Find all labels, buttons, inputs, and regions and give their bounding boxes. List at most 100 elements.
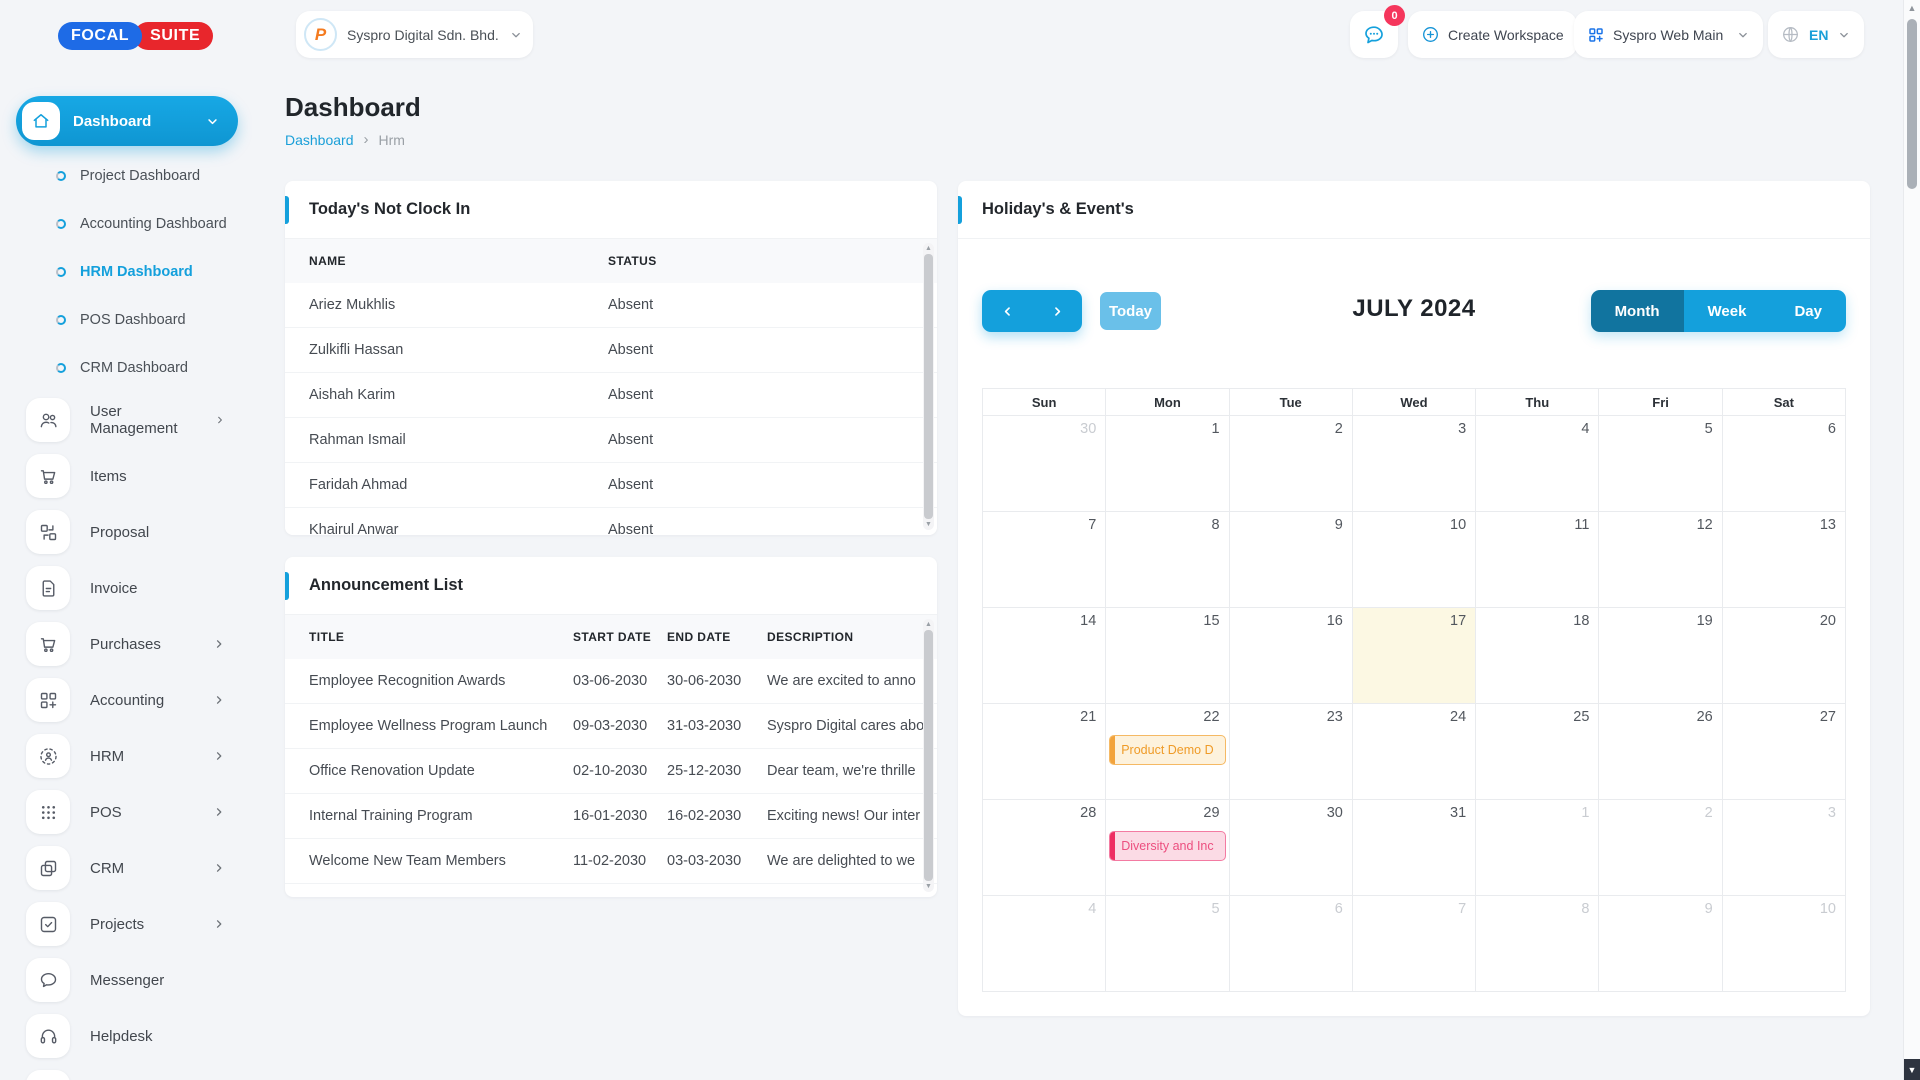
calendar-day-cell[interactable]: 7 [1352, 896, 1477, 992]
calendar-day-cell[interactable]: 29 Diversity and Inc [1106, 800, 1230, 896]
calendar-month-label: JULY 2024 [1352, 295, 1476, 322]
page-scrollbar[interactable]: ▲ ▼ [1903, 0, 1920, 1080]
sidebar-item-project-dashboard[interactable]: Project Dashboard [0, 152, 252, 200]
calendar-day-cell[interactable]: 28 [983, 800, 1107, 896]
calendar-day-cell[interactable]: 23 [1229, 704, 1353, 800]
calendar-day-cell[interactable]: 25 [1476, 704, 1600, 800]
sidebar-item-dashboard[interactable]: Dashboard [16, 96, 238, 146]
calendar-day-cell[interactable]: 24 [1352, 704, 1477, 800]
calendar-day-cell[interactable]: 5 [1106, 896, 1230, 992]
view-month-button[interactable]: Month [1590, 290, 1684, 332]
today-button[interactable]: Today [1100, 292, 1161, 330]
calendar-day-cell[interactable]: 2 [1599, 800, 1723, 896]
calendar-day-cell[interactable]: 1 [1476, 800, 1600, 896]
sidebar-dashboard-label: Dashboard [73, 112, 152, 130]
scrollbar-thumb[interactable] [924, 254, 933, 519]
sidebar-item-label: Invoice [90, 579, 138, 597]
calendar-day-cell[interactable]: 10 [1352, 512, 1477, 608]
calendar-day-cell[interactable]: 14 [983, 608, 1107, 704]
day-number: 12 [1696, 517, 1713, 533]
calendar-day-cell[interactable]: 6 [1229, 896, 1353, 992]
breadcrumb-link-dashboard[interactable]: Dashboard [285, 131, 354, 148]
sidebar-item-items[interactable]: Items [0, 448, 252, 504]
status-value: Absent [608, 522, 654, 535]
calendar-day-cell[interactable]: 15 [1106, 608, 1230, 704]
next-month-button[interactable] [1032, 290, 1082, 332]
calendar-day-cell[interactable]: 22 Product Demo D [1106, 704, 1230, 800]
calendar-day-cell[interactable]: 8 [1106, 512, 1230, 608]
sidebar-item-messenger[interactable]: Messenger [0, 952, 252, 1008]
sidebar-item-accounting-dashboard[interactable]: Accounting Dashboard [0, 200, 252, 248]
table-scrollbar[interactable]: ▲ ▼ [923, 619, 934, 892]
calendar-day-cell[interactable]: 21 [983, 704, 1107, 800]
calendar-day-cell[interactable]: 31 [1352, 800, 1477, 896]
calendar-day-cell[interactable]: 11 [1476, 512, 1600, 608]
calendar-day-cell[interactable]: 4 [983, 896, 1107, 992]
sidebar-item-pos-dashboard[interactable]: POS Dashboard [0, 296, 252, 344]
sidebar-item-crm[interactable]: CRM [0, 840, 252, 896]
sidebar-item-pos[interactable]: POS [0, 784, 252, 840]
sidebar-item-proposal[interactable]: Proposal [0, 504, 252, 560]
calendar-day-cell[interactable]: 9 [1229, 512, 1353, 608]
sidebar-item-accounting[interactable]: Accounting [0, 672, 252, 728]
sidebar-item-invoice[interactable]: Invoice [0, 560, 252, 616]
announcement-description: We are excited to anno [767, 673, 916, 689]
calendar-day-cell[interactable]: 19 [1599, 608, 1723, 704]
day-number: 10 [1450, 517, 1467, 533]
chevron-right-icon [216, 752, 222, 760]
sidebar-item-hrm-dashboard[interactable]: HRM Dashboard [0, 248, 252, 296]
chat-button[interactable]: 0 [1350, 5, 1405, 58]
sidebar-item-label: Purchases [90, 635, 161, 653]
chevron-down-icon [208, 118, 217, 124]
view-week-button[interactable]: Week [1683, 290, 1771, 332]
calendar-day-cell[interactable]: 9 [1599, 896, 1723, 992]
calendar-day-cell[interactable]: 6 [1722, 416, 1846, 512]
calendar-day-cell[interactable]: 13 [1722, 512, 1846, 608]
day-number: 29 [1203, 805, 1220, 821]
calendar-day-cell[interactable]: 5 [1599, 416, 1723, 512]
calendar-day-cell[interactable]: 8 [1476, 896, 1600, 992]
prev-month-button[interactable] [982, 290, 1032, 332]
table-scrollbar[interactable]: ▲ ▼ [923, 243, 934, 530]
scrollbar-thumb[interactable] [924, 630, 933, 881]
sidebar-item-helpdesk[interactable]: Helpdesk [0, 1008, 252, 1064]
calendar-day-cell[interactable]: 20 [1722, 608, 1846, 704]
day-header: Wed [1352, 389, 1477, 416]
calendar-day-cell[interactable]: 7 [983, 512, 1107, 608]
bullet-icon [56, 171, 66, 181]
calendar-day-cell[interactable]: 30 [1229, 800, 1353, 896]
proposal-icon [40, 524, 56, 540]
day-header: Thu [1476, 389, 1600, 416]
calendar-day-cell[interactable]: 3 [1722, 800, 1846, 896]
calendar-day-cell[interactable]: 1 [1106, 416, 1230, 512]
calendar-day-cell[interactable]: 27 [1722, 704, 1846, 800]
sidebar-item-partial[interactable] [0, 1064, 252, 1080]
calendar-day-cell[interactable]: 26 [1599, 704, 1723, 800]
calendar-day-cell[interactable]: 30 [983, 416, 1107, 512]
app-selector[interactable]: Syspro Web Main [1574, 11, 1764, 58]
scrollbar-thumb[interactable] [1907, 19, 1917, 189]
calendar-day-cell[interactable]: 2 [1229, 416, 1353, 512]
language-selector[interactable]: EN [1768, 11, 1865, 58]
view-day-button[interactable]: Day [1770, 290, 1846, 332]
calendar-day-cell[interactable]: 12 [1599, 512, 1723, 608]
create-workspace-button[interactable]: Create Workspace [1408, 11, 1577, 58]
calendar-day-cell[interactable]: 4 [1476, 416, 1600, 512]
calendar-day-cell[interactable]: 10 [1722, 896, 1846, 992]
calendar-day-cell[interactable]: 17 [1352, 608, 1477, 704]
chevron-right-icon [216, 808, 222, 816]
workspace-selector[interactable]: P Syspro Digital Sdn. Bhd. [296, 11, 533, 58]
calendar-day-cell[interactable]: 18 [1476, 608, 1600, 704]
sidebar-item-purchases[interactable]: Purchases [0, 616, 252, 672]
sidebar-item-hrm[interactable]: HRM [0, 728, 252, 784]
sidebar-item-crm-dashboard[interactable]: CRM Dashboard [0, 344, 252, 392]
calendar-event[interactable]: Product Demo D [1109, 735, 1226, 765]
sidebar-item-user-management[interactable]: User Management [0, 392, 252, 448]
check-square-icon [40, 916, 56, 932]
focal-suite-logo[interactable]: FOCAL SUITE [58, 22, 214, 50]
calendar-day-cell[interactable]: 3 [1352, 416, 1477, 512]
sidebar-item-projects[interactable]: Projects [0, 896, 252, 952]
calendar-day-cell[interactable]: 16 [1229, 608, 1353, 704]
calendar-event[interactable]: Diversity and Inc [1109, 831, 1226, 861]
not-clock-in-card: Today's Not Clock In NAME STATUS Ariez M… [285, 181, 937, 535]
